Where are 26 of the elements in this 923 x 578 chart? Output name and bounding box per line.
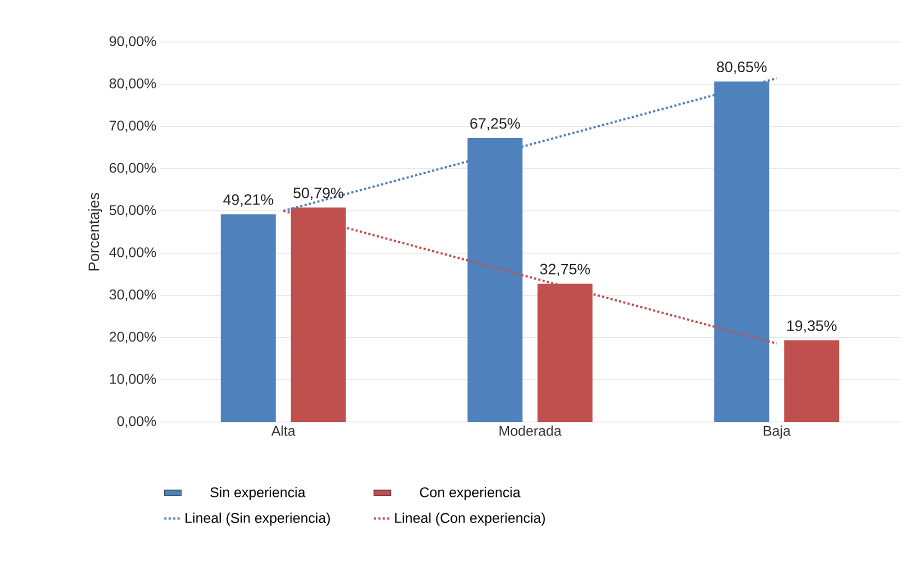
y-tick-label: 70,00% <box>110 120 156 132</box>
y-tick-label: 60,00% <box>110 162 156 174</box>
y-tick-label: 0,00% <box>117 416 156 428</box>
legend-label: Lineal (Con experiencia) <box>395 512 545 526</box>
x-tick-label: Alta <box>271 426 296 436</box>
legend-label: Con experiencia <box>420 486 520 500</box>
data-label: 80,65% <box>716 62 767 74</box>
y-tick-label: 90,00% <box>110 36 156 48</box>
y-tick-label: 10,00% <box>110 374 156 386</box>
data-label: 67,25% <box>470 118 520 131</box>
bar <box>784 340 840 422</box>
legend-label: Lineal (Sin experiencia) <box>186 512 330 526</box>
x-tick-label: Baja <box>764 426 791 439</box>
data-label: 49,21% <box>223 194 274 207</box>
y-tick-label: 80,00% <box>110 78 156 90</box>
y-tick-label: 30,00% <box>110 290 156 302</box>
bar <box>220 214 276 422</box>
y-tick-label: 20,00% <box>110 332 156 344</box>
y-tick-label: 50,00% <box>110 205 156 217</box>
data-label: 50,79% <box>293 188 344 200</box>
data-label: 32,75% <box>540 264 590 276</box>
data-label: 19,35% <box>787 320 837 333</box>
legend-label: Sin experiencia <box>210 486 306 500</box>
y-axis-title: Porcentajes <box>88 192 102 270</box>
x-tick-label: Moderada <box>500 426 562 436</box>
y-tick-label: 40,00% <box>109 247 156 259</box>
